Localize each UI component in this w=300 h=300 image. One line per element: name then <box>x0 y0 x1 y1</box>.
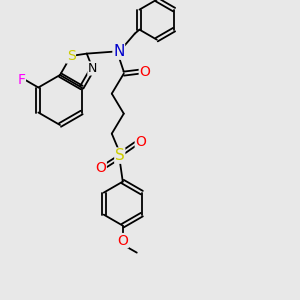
Text: S: S <box>67 49 75 63</box>
Text: S: S <box>115 148 125 163</box>
Text: O: O <box>139 64 150 79</box>
Text: N: N <box>113 44 124 59</box>
Text: O: O <box>117 234 128 248</box>
Text: F: F <box>17 73 26 87</box>
Text: O: O <box>95 160 106 175</box>
Text: O: O <box>135 135 146 148</box>
Text: N: N <box>88 62 97 75</box>
